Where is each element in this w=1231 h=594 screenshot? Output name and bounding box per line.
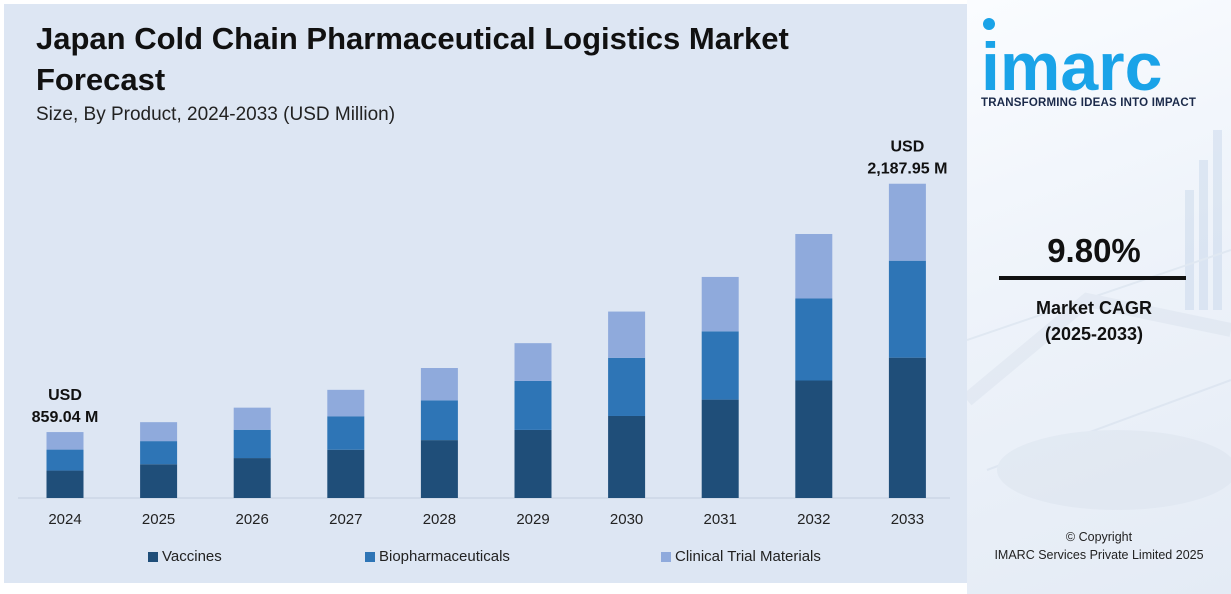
legend-swatch-clinical-trial-materials — [661, 551, 671, 562]
bar-biopharmaceuticals-2028 — [420, 400, 458, 441]
bar-clinical-trial-materials-2028 — [420, 368, 458, 401]
annotation-label-2024: USD — [48, 387, 82, 404]
annotation-label-2033: USD — [891, 139, 925, 156]
bar-clinical-trial-materials-2025 — [140, 422, 178, 442]
legend-swatch-vaccines — [148, 551, 158, 562]
x-tick-label: 2029 — [516, 511, 549, 528]
legend-label-vaccines: Vaccines — [162, 548, 222, 565]
cagr-label-line2: (2025-2033) — [1044, 324, 1144, 344]
bar-vaccines-2024 — [46, 470, 84, 498]
bar-vaccines-2033 — [888, 357, 926, 498]
chart-subtitle: Size, By Product, 2024-2033 (USD Million… — [36, 104, 396, 125]
bar-vaccines-2028 — [420, 440, 458, 498]
bar-biopharmaceuticals-2027 — [327, 416, 365, 450]
bar-clinical-trial-materials-2027 — [327, 389, 365, 417]
annotation-label-2033: 2,187.95 M — [867, 161, 947, 178]
chart-legend: Vaccines Biopharmaceuticals Clinical Tri… — [0, 548, 963, 568]
copyright-line2: IMARC Services Private Limited 2025 — [994, 548, 1204, 562]
cagr-label-line1: Market CAGR — [1035, 298, 1153, 318]
bar-vaccines-2025 — [140, 464, 178, 498]
bar-vaccines-2032 — [795, 380, 833, 498]
bar-biopharmaceuticals-2031 — [701, 331, 739, 400]
bar-clinical-trial-materials-2024 — [46, 432, 84, 450]
bar-biopharmaceuticals-2026 — [233, 429, 271, 459]
copyright-notice: © Copyright IMARC Services Private Limit… — [967, 528, 1231, 564]
x-tick-label: 2032 — [797, 511, 830, 528]
bar-biopharmaceuticals-2033 — [888, 260, 926, 358]
legend-item-clinical-trial-materials: Clinical Trial Materials — [661, 548, 821, 565]
x-tick-label: 2033 — [891, 511, 924, 528]
bar-clinical-trial-materials-2029 — [514, 343, 552, 381]
legend-item-vaccines: Vaccines — [148, 548, 222, 565]
bar-clinical-trial-materials-2032 — [795, 233, 833, 299]
bar-vaccines-2026 — [233, 458, 271, 498]
bar-vaccines-2027 — [327, 449, 365, 498]
bar-biopharmaceuticals-2030 — [608, 357, 646, 416]
logo-wordmark: imarc — [981, 29, 1162, 100]
x-tick-label: 2027 — [329, 511, 362, 528]
x-tick-label: 2026 — [236, 511, 269, 528]
legend-item-biopharmaceuticals: Biopharmaceuticals — [365, 548, 510, 565]
cagr-value: 9.80% — [1047, 232, 1141, 269]
x-tick-label: 2031 — [704, 511, 737, 528]
legend-label-clinical-trial-materials: Clinical Trial Materials — [675, 548, 821, 565]
cagr-label: Market CAGR (2025-2033) — [999, 295, 1189, 347]
x-tick-label: 2024 — [48, 511, 81, 528]
bar-vaccines-2031 — [701, 399, 739, 498]
background-decoration — [967, 130, 1231, 510]
bar-vaccines-2030 — [608, 415, 646, 498]
bar-clinical-trial-materials-2026 — [233, 407, 271, 430]
legend-label-biopharmaceuticals: Biopharmaceuticals — [379, 548, 510, 565]
bar-clinical-trial-materials-2031 — [701, 276, 739, 332]
x-tick-label: 2025 — [142, 511, 175, 528]
bar-biopharmaceuticals-2032 — [795, 298, 833, 381]
bar-biopharmaceuticals-2025 — [140, 441, 178, 465]
chart-title: Japan Cold Chain Pharmaceutical Logistic… — [36, 21, 789, 97]
stacked-bar-chart: 2024 2025 2026 2027 2028 2029 2030 2031 2032 2033… — [18, 139, 950, 528]
x-tick-label: 2030 — [610, 511, 643, 528]
bar-clinical-trial-materials-2033 — [888, 183, 926, 261]
bar-vaccines-2029 — [514, 429, 552, 498]
cagr-divider — [999, 276, 1186, 280]
x-tick-label: 2028 — [423, 511, 456, 528]
copyright-line1: © Copyright — [1065, 530, 1133, 544]
bar-biopharmaceuticals-2029 — [514, 380, 552, 430]
bar-clinical-trial-materials-2030 — [608, 311, 646, 358]
bar-biopharmaceuticals-2024 — [46, 449, 84, 471]
imarc-logo: imarc — [981, 18, 1162, 100]
brand-tagline: TRANSFORMING IDEAS INTO IMPACT — [981, 97, 1197, 109]
annotation-label-2024: 859.04 M — [32, 409, 99, 426]
side-panel: imarc TRANSFORMING IDEAS INTO IMPACT 9.8… — [967, 0, 1231, 594]
legend-swatch-biopharmaceuticals — [365, 551, 375, 562]
